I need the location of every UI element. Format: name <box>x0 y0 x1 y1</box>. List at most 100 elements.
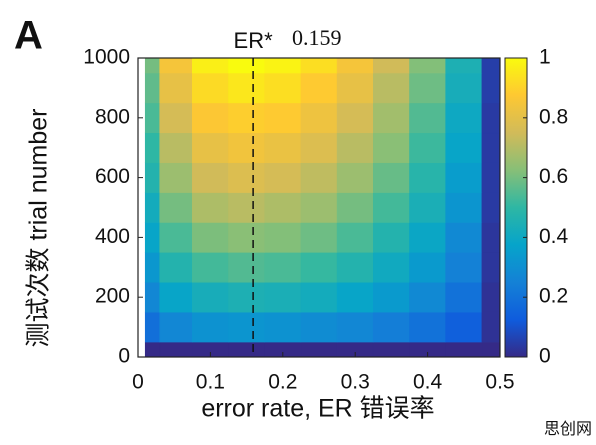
heat-cell <box>300 162 338 193</box>
heat-cell <box>144 162 161 193</box>
heat-cell <box>409 252 447 283</box>
colorbar-tick-label: 0.8 <box>539 105 568 128</box>
heat-cell <box>372 311 410 343</box>
heat-cell <box>372 341 410 358</box>
heat-cell <box>409 102 447 134</box>
heat-cell <box>228 57 266 74</box>
heat-cell <box>264 252 302 283</box>
heat-cell <box>144 281 161 313</box>
heat-cell <box>481 281 501 313</box>
heat-cell <box>409 311 447 343</box>
y-tick-label: 1000 <box>83 46 130 69</box>
heat-cell <box>264 281 302 313</box>
heat-cell <box>144 132 161 163</box>
heat-cell <box>144 57 161 74</box>
heat-cell <box>159 281 193 313</box>
heat-cell <box>192 102 229 134</box>
heat-cell <box>336 162 374 193</box>
heat-cell <box>445 132 483 163</box>
x-tick-label: 0.4 <box>413 371 443 394</box>
heat-cell <box>228 192 266 223</box>
heat-cell <box>144 72 161 104</box>
heat-cell <box>159 222 193 253</box>
heat-cell <box>336 252 374 283</box>
y-axis-label: 测试次数 trial number <box>25 109 53 348</box>
heat-cell <box>372 72 410 104</box>
heat-cell <box>445 222 483 253</box>
x-axis-label: error rate, ER 错误率 <box>201 395 434 423</box>
heat-cell <box>409 72 447 104</box>
heat-cell <box>372 162 410 193</box>
heat-cell <box>445 102 483 134</box>
heat-cell <box>192 311 229 343</box>
heat-cell <box>228 72 266 104</box>
panel-label: A <box>14 14 43 58</box>
heat-cell <box>192 162 229 193</box>
heat-cell <box>409 57 447 74</box>
heat-cell <box>264 72 302 104</box>
colorbar-tick-label: 1 <box>539 46 551 69</box>
heat-cell <box>372 281 410 313</box>
heat-cell <box>445 72 483 104</box>
heat-cell <box>192 281 229 313</box>
heat-cell <box>445 192 483 223</box>
heat-cell <box>445 341 483 358</box>
heat-cell <box>336 102 374 134</box>
heat-cell <box>228 341 266 358</box>
heat-cell <box>159 311 193 343</box>
heat-cell <box>336 311 374 343</box>
heat-cell <box>372 222 410 253</box>
heat-cell <box>481 72 501 104</box>
heat-cell <box>336 57 374 74</box>
heat-cell <box>445 311 483 343</box>
heat-cell <box>409 162 447 193</box>
heat-cell <box>481 222 501 253</box>
heat-cell <box>336 192 374 223</box>
colorbar-tick-label: 0 <box>539 345 551 368</box>
heat-cell <box>228 102 266 134</box>
heat-cell <box>144 311 161 343</box>
heat-cell <box>264 311 302 343</box>
heat-cell <box>336 132 374 163</box>
heat-cell <box>372 192 410 223</box>
heat-cell <box>228 162 266 193</box>
heat-cell <box>228 311 266 343</box>
heat-cell <box>300 311 338 343</box>
marker-value: 0.159 <box>292 25 342 50</box>
colorbar-tick-label: 0.2 <box>539 285 568 308</box>
colorbar-tick-label: 0.6 <box>539 165 568 188</box>
x-tick-label: 0.1 <box>196 371 225 394</box>
heat-cell <box>336 222 374 253</box>
heat-cell <box>159 162 193 193</box>
heat-cell <box>159 132 193 163</box>
heat-cell <box>481 102 501 134</box>
heat-cell <box>264 162 302 193</box>
heat-cell <box>372 252 410 283</box>
heat-cell <box>481 311 501 343</box>
y-tick-label: 0 <box>118 345 130 368</box>
heat-cell <box>192 192 229 223</box>
y-tick-label: 800 <box>95 105 130 128</box>
heat-cell <box>144 222 161 253</box>
x-tick-label: 0 <box>132 371 144 394</box>
heat-cell <box>144 252 161 283</box>
heat-cell <box>192 132 229 163</box>
colorbar <box>504 57 528 358</box>
heat-cell <box>264 102 302 134</box>
heat-cell <box>159 57 193 74</box>
heat-cell <box>300 57 338 74</box>
heat-cell <box>300 281 338 313</box>
heat-cell <box>481 57 501 74</box>
heat-cell <box>159 102 193 134</box>
heat-cell <box>144 102 161 134</box>
x-tick-label: 0.5 <box>485 371 514 394</box>
heat-cell <box>144 341 161 358</box>
colorbar-tick-label: 0.4 <box>539 225 569 248</box>
heat-cell <box>192 72 229 104</box>
heat-cell <box>336 72 374 104</box>
heat-cell <box>264 222 302 253</box>
y-tick-label: 400 <box>95 225 130 248</box>
heat-cell <box>300 252 338 283</box>
